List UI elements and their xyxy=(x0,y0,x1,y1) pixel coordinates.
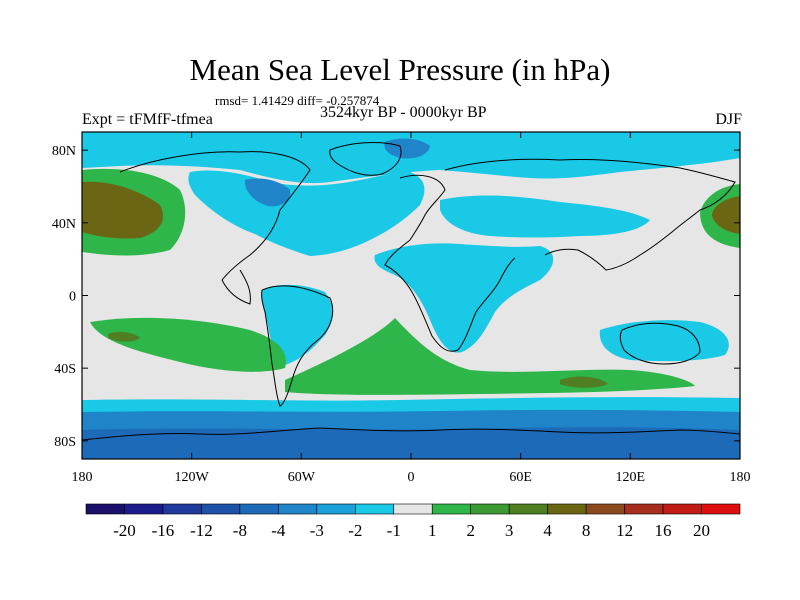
lat-tick-label: 40S xyxy=(54,362,76,377)
deepest-negative-layer xyxy=(82,427,740,459)
colorbar-label: 1 xyxy=(428,521,437,540)
latitude-ticks: 80N 40N 0 40S 80S xyxy=(52,144,740,450)
colorbar-swatch xyxy=(470,503,510,515)
colorbar-label: -1 xyxy=(387,521,401,540)
lat-tick-label: 40N xyxy=(52,217,76,232)
colorbar-label: -12 xyxy=(190,521,213,540)
lat-tick-label: 80N xyxy=(52,144,76,159)
lon-tick-label: 180 xyxy=(730,470,751,485)
north-pacific-high-core-west xyxy=(82,181,164,239)
colorbar-swatch xyxy=(201,503,241,515)
season-label: DJF xyxy=(715,111,742,128)
colorbar-label: 8 xyxy=(582,521,591,540)
lon-tick-label: 0 xyxy=(408,470,415,485)
colorbar-label: 16 xyxy=(655,521,672,540)
colorbar: -20 -16 -12 -8 -4 -3 -2 -1 1 2 3 4 8 12 16 20 xyxy=(85,503,741,540)
longitude-ticks: 180 120W 60W 0 60E 120E 180 xyxy=(72,132,751,485)
plot-title: Mean Sea Level Pressure (in hPa) xyxy=(189,52,611,87)
colorbar-label: -20 xyxy=(113,521,136,540)
colorbar-swatch xyxy=(508,503,548,515)
colorbar-label: -16 xyxy=(152,521,175,540)
colorbar-label: 4 xyxy=(543,521,552,540)
north-pacific-high-core-east xyxy=(712,196,740,234)
colorbar-swatch xyxy=(547,503,587,515)
period-label: 3524kyr BP - 0000kyr BP xyxy=(320,104,487,121)
colorbar-swatch xyxy=(85,503,125,515)
colorbar-swatch xyxy=(585,503,625,515)
south-pacific-high-band xyxy=(90,317,286,372)
south-pacific-high-core xyxy=(108,331,140,342)
lon-tick-label: 180 xyxy=(72,470,93,485)
colorbar-swatch xyxy=(431,503,472,515)
colorbar-label: -8 xyxy=(233,521,247,540)
colorbar-label: 3 xyxy=(505,521,514,540)
colorbar-swatch xyxy=(239,503,279,515)
colorbar-swatch xyxy=(316,503,356,515)
australia-low-region xyxy=(599,320,729,362)
australia-coast xyxy=(619,322,701,365)
colorbar-label: 20 xyxy=(693,521,710,540)
colorbar-label: 2 xyxy=(466,521,475,540)
hudson-bay-low xyxy=(244,178,291,207)
greenland-sea-low xyxy=(384,138,430,159)
lon-tick-label: 120E xyxy=(616,470,646,485)
antarctica-coast xyxy=(81,427,741,441)
colorbar-label: -4 xyxy=(271,521,286,540)
coastlines xyxy=(81,142,741,441)
stats-text: rmsd= 1.41429 diff= -0.257874 xyxy=(215,93,380,108)
colorbar-label: 12 xyxy=(616,521,633,540)
colorbar-swatch xyxy=(162,503,202,515)
colorbar-swatch xyxy=(124,503,164,515)
asia-coast xyxy=(444,158,736,271)
experiment-label: Expt = tFMfF-tfmea xyxy=(82,111,213,128)
north-america-coast xyxy=(119,151,311,305)
lon-tick-label: 60W xyxy=(288,470,316,485)
antarctic-deep-low xyxy=(82,427,740,459)
south-atlantic-indian-high-band xyxy=(285,318,695,395)
strong-positive-layer xyxy=(108,331,608,388)
north-america-atlantic-low xyxy=(188,170,425,256)
colorbar-swatch xyxy=(624,503,664,515)
south-america-low-region xyxy=(261,284,333,365)
europe-africa-coast xyxy=(384,174,516,352)
colorbar-swatch xyxy=(354,503,395,515)
south-america-coast xyxy=(261,285,334,407)
africa-low-region xyxy=(374,243,554,353)
strongest-positive-layer xyxy=(82,181,740,239)
colorbar-label: -3 xyxy=(310,521,324,540)
colorbar-swatch xyxy=(278,503,318,515)
indian-ocean-high-core xyxy=(560,376,608,388)
lat-tick-label: 0 xyxy=(69,290,76,305)
colorbar-swatch xyxy=(662,503,702,515)
colorbar-swatch xyxy=(393,503,433,515)
lat-tick-label: 80S xyxy=(54,435,76,450)
colorbar-label: -2 xyxy=(348,521,362,540)
greenland-coast xyxy=(329,142,402,176)
lon-tick-label: 120W xyxy=(175,470,210,485)
lon-tick-label: 60E xyxy=(509,470,532,485)
eurasia-low-region xyxy=(440,195,650,238)
colorbar-swatch xyxy=(701,503,741,515)
